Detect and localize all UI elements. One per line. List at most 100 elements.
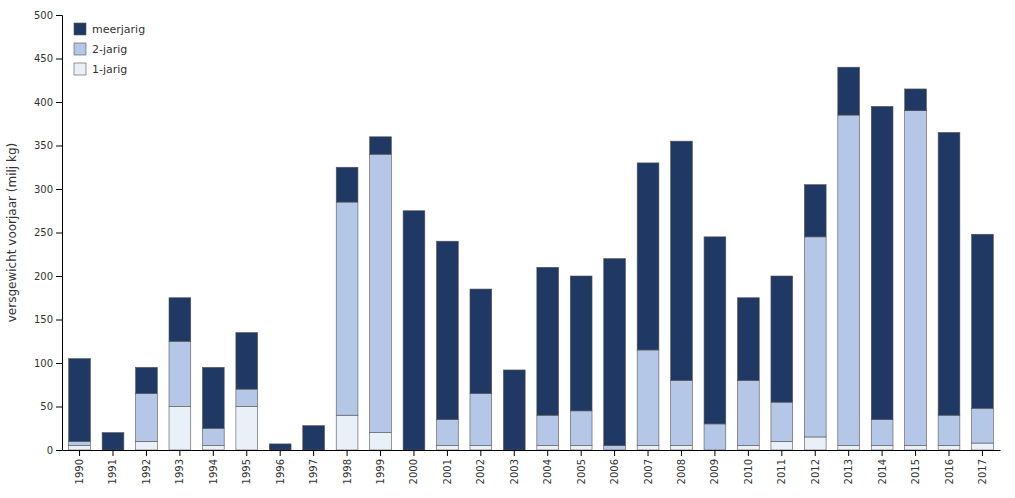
bar-segment: [637, 350, 659, 446]
bar-segment: [503, 370, 525, 450]
x-axis: 1990199119921993199419951996199719981999…: [63, 450, 1001, 484]
tick: 2002: [475, 450, 486, 484]
tick-mark: [748, 450, 749, 456]
tick-mark: [56, 102, 62, 103]
tick: 1998: [342, 450, 353, 484]
tick: 2000: [408, 450, 419, 484]
bar-segment: [771, 402, 793, 441]
bar-segment: [537, 267, 559, 415]
legend-item: meerjarig: [74, 23, 145, 36]
tick-mark: [581, 450, 582, 456]
bar-segment: [972, 408, 994, 443]
bar-segment: [804, 237, 826, 437]
chart: 1990199119921993199419951996199719981999…: [0, 0, 1015, 498]
tick: 1991: [107, 450, 118, 484]
bar-segment: [938, 415, 960, 445]
tick-label: 350: [34, 140, 53, 151]
tick-label: 1992: [141, 459, 152, 484]
tick-mark: [514, 450, 515, 456]
tick-label: 1993: [174, 459, 185, 484]
bars: [69, 67, 994, 450]
tick-label: 0: [47, 445, 53, 456]
bar-segment: [537, 446, 559, 450]
tick: 100: [34, 358, 62, 369]
series: [69, 111, 994, 450]
tick: 50: [40, 401, 62, 412]
tick: 250: [34, 227, 62, 238]
bar-segment: [938, 446, 960, 450]
bar-segment: [972, 234, 994, 408]
tick: 2017: [977, 450, 988, 484]
tick: 2007: [643, 450, 654, 484]
tick: 1993: [174, 450, 185, 484]
bar-segment: [838, 446, 860, 450]
tick: 350: [34, 140, 62, 151]
tick-label: 2005: [576, 459, 587, 484]
legend-swatch: [74, 23, 86, 35]
tick: 2004: [542, 450, 553, 484]
tick: 1992: [141, 450, 152, 484]
legend-item: 1-jarig: [74, 63, 127, 76]
bar-segment: [871, 446, 893, 450]
tick-label: 50: [40, 401, 53, 412]
tick-mark: [781, 450, 782, 456]
tick: 400: [34, 97, 62, 108]
bar-segment: [704, 237, 726, 424]
tick: 1994: [208, 450, 219, 484]
bar-segment: [604, 259, 626, 446]
tick-label: 1991: [107, 459, 118, 484]
bar-segment: [771, 276, 793, 402]
tick-mark: [246, 450, 247, 456]
tick: 2001: [442, 450, 453, 484]
tick-mark: [882, 450, 883, 456]
tick-mark: [915, 450, 916, 456]
tick: 450: [34, 53, 62, 64]
tick: 2010: [743, 450, 754, 484]
tick-mark: [982, 450, 983, 456]
tick-mark: [56, 363, 62, 364]
tick: 1997: [308, 450, 319, 484]
bar-segment: [570, 276, 592, 411]
tick-label: 1999: [375, 459, 386, 484]
tick-label: 2010: [743, 459, 754, 484]
legend-swatch: [74, 43, 86, 55]
tick-label: 2013: [843, 459, 854, 484]
tick-label: 1990: [74, 459, 85, 484]
bar-segment: [136, 393, 158, 441]
tick-label: 2012: [810, 459, 821, 484]
bar-segment: [972, 443, 994, 450]
tick-mark: [447, 450, 448, 456]
bar-segment: [771, 441, 793, 450]
bar-segment: [336, 415, 358, 450]
bar-segment: [905, 446, 927, 450]
tick-label: 1998: [342, 459, 353, 484]
tick-mark: [56, 59, 62, 60]
tick-label: 250: [34, 227, 53, 238]
tick-mark: [213, 450, 214, 456]
legend-swatch: [74, 63, 86, 75]
tick-label: 450: [34, 53, 53, 64]
tick-label: 100: [34, 358, 53, 369]
series: [69, 67, 994, 450]
bar-segment: [303, 426, 325, 450]
tick: 500: [34, 10, 62, 21]
tick-label: 2002: [475, 459, 486, 484]
tick-mark: [146, 450, 147, 456]
tick-label: 2011: [776, 459, 787, 484]
legend-label: meerjarig: [92, 23, 145, 36]
bar-segment: [838, 115, 860, 446]
tick-label: 2014: [877, 459, 888, 484]
tick: 2011: [776, 450, 787, 484]
bar-segment: [905, 111, 927, 446]
tick: 2008: [676, 450, 687, 484]
bar-segment: [336, 202, 358, 415]
tick-mark: [648, 450, 649, 456]
bar-segment: [871, 106, 893, 419]
bar-segment: [370, 154, 392, 432]
legend-label: 1-jarig: [92, 63, 127, 76]
bar-segment: [202, 446, 224, 450]
bar-segment: [470, 393, 492, 445]
tick: 2009: [709, 450, 720, 484]
tick-mark: [848, 450, 849, 456]
tick: 2006: [609, 450, 620, 484]
